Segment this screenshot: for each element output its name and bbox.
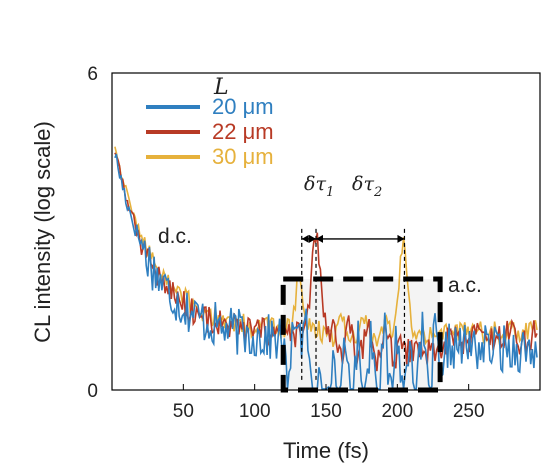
- delta-tau-1-main: δτ: [304, 173, 326, 195]
- delta-tau-1-subscript: 1: [326, 185, 334, 200]
- delta-tau-2-subscript: 2: [373, 185, 382, 200]
- y-axis-label: CL intensity (log scale): [30, 121, 55, 343]
- annotation-dc: d.c.: [158, 225, 192, 248]
- legend-label: 22 μm: [212, 119, 274, 144]
- annotation-delta-tau-1: δτ1: [304, 173, 334, 200]
- legend-title: L: [213, 75, 229, 100]
- delta-tau-2-arrowhead-left: [316, 234, 324, 243]
- delta-tau-2-main: δτ: [352, 173, 374, 195]
- annotation-delta-tau-2: δτ2: [352, 173, 382, 200]
- delta-tau-1-arrowhead-right: [309, 234, 317, 243]
- delta-tau-2-arrowhead-right: [397, 234, 405, 243]
- x-tick-label: 200: [381, 401, 413, 422]
- annotation-ac: a.c.: [448, 274, 482, 297]
- x-axis-ticks: 50 100 150 200 250: [173, 384, 485, 422]
- y-axis-ticks: 06: [87, 64, 98, 402]
- delta-tau-1-arrowhead-left: [301, 234, 309, 243]
- x-tick-label: 100: [239, 401, 271, 422]
- legend-label: 30 μm: [212, 144, 274, 169]
- x-tick-label: 250: [453, 401, 485, 422]
- y-tick-label: 6: [87, 64, 98, 85]
- legend-label: 20 μm: [212, 94, 274, 119]
- x-axis-label: Time (fs): [283, 438, 369, 463]
- x-tick-label: 150: [310, 401, 342, 422]
- y-tick-label: 0: [87, 381, 98, 402]
- x-tick-label: 50: [173, 401, 194, 422]
